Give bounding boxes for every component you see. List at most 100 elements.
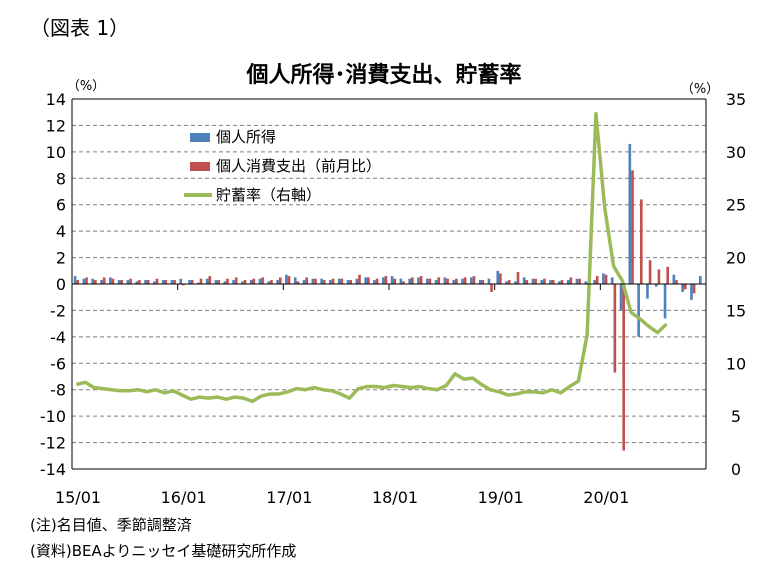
right-tick-label: 0 [731,460,741,479]
consumption-bar [551,280,555,284]
consumption-bar [419,276,423,284]
income-bar [654,284,658,287]
income-bar [681,284,684,292]
income-bar [672,274,676,284]
axes [71,98,707,470]
consumption-bar [499,273,502,284]
income-bar [135,281,139,284]
income-bar [161,280,165,284]
right-tick-label: 20 [726,249,746,268]
consumption-bar [173,280,176,284]
income-bar [188,280,191,284]
chart-title: 個人所得･消費支出、貯蓄率 [245,62,521,88]
income-bar [505,281,508,284]
consumption-bar [393,278,397,284]
x-tick-label: 20/01 [583,488,629,507]
consumption-bar [516,272,520,284]
left-axis-ticks: 14 12 10 8 6 4 2 0 -2 -4 -6 -8 -10 -12 -14 [40,90,66,479]
consumption-bar [94,280,97,284]
consumption-bar [428,278,432,284]
income-bar [478,280,482,284]
income-bar [461,278,464,284]
consumption-bar [692,284,696,294]
income-bar [117,280,121,284]
x-tick-label: 15/01 [55,488,101,507]
consumption-bar [560,280,564,284]
left-tick-label: -2 [50,301,66,320]
consumption-bar [243,280,247,284]
consumption-bar [490,284,493,292]
income-bar [311,278,315,284]
consumption-bar [481,280,485,284]
consumption-bar [358,274,361,284]
consumption-bar [111,278,115,284]
income-bar [698,276,702,284]
consumption-bar [463,277,467,284]
consumption-bar [675,280,678,284]
income-bar [82,278,86,284]
consumption-bar [314,278,317,284]
left-tick-label: 14 [46,90,66,109]
legend: 個人所得 個人消費支出（前月比） 貯蓄率（右軸） [184,128,381,204]
consumption-bar [411,277,414,284]
consumption-bar [155,278,159,284]
consumption-bar [331,278,335,284]
gridlines [72,124,706,444]
income-bar [417,277,420,284]
income-bar [522,277,526,284]
consumption-bar [340,278,344,284]
left-tick-label: -4 [50,328,66,347]
income-bar [197,282,200,284]
income-bar [364,277,367,284]
consumption-bar [455,278,458,284]
consumption-bar [534,278,537,284]
consumption-bar [129,278,132,284]
income-bar [496,270,500,284]
income-bar [690,284,693,300]
income-bar [399,278,403,284]
legend-label-income: 個人所得 [216,128,276,146]
income-bar [470,277,473,284]
consumption-bar [375,278,379,284]
right-tick-label: 10 [726,354,746,373]
consumption-bar [278,277,282,284]
income-bar [390,276,394,284]
left-tick-label: -10 [40,407,66,426]
x-tick-label: 19/01 [478,488,524,507]
figure-caption: （図表 1） [30,16,129,40]
income-bar [241,281,244,284]
right-tick-label: 25 [726,196,746,215]
consumption-bar [437,277,441,284]
income-bar [663,284,667,319]
income-bar [549,280,552,284]
income-bar [566,280,570,284]
right-tick-label: 30 [726,143,746,162]
consumption-bar [76,280,80,284]
consumption-bar [569,277,573,284]
income-bar [73,276,77,284]
income-bar [355,278,359,284]
left-tick-label: 6 [56,196,66,215]
consumption-bar [120,280,124,284]
consumption-bar [402,281,405,284]
income-bar [337,278,341,284]
legend-swatch-income [190,133,210,142]
right-axis-unit: （%） [681,82,719,97]
source-line: (資料)BEAよりニッセイ基礎研究所作成 [30,542,296,560]
legend-label-saving-rate: 貯蓄率（右軸） [216,186,321,204]
income-bar [646,284,649,299]
income-bar [223,281,227,284]
income-bar [619,284,623,311]
income-bar [144,280,147,284]
right-tick-label: 5 [731,407,741,426]
consumption-bar [270,280,273,284]
x-tick-label: 17/01 [266,488,312,507]
income-bar [205,278,209,284]
right-tick-label: 15 [726,301,746,320]
income-bar [628,143,632,284]
consumption-bar [578,278,581,284]
income-bar [452,280,456,284]
income-bar [214,280,218,284]
consumption-bar [657,269,661,284]
